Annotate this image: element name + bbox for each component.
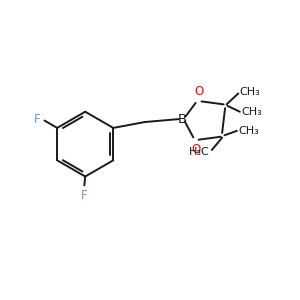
Text: CH₃: CH₃: [238, 126, 259, 136]
Text: CH₃: CH₃: [240, 87, 261, 97]
Text: F: F: [80, 189, 87, 202]
Text: B: B: [178, 112, 187, 126]
Text: O: O: [191, 143, 200, 156]
Text: CH₃: CH₃: [241, 107, 262, 117]
Text: H₃C: H₃C: [189, 147, 210, 158]
Text: O: O: [194, 85, 204, 98]
Text: F: F: [34, 112, 41, 126]
